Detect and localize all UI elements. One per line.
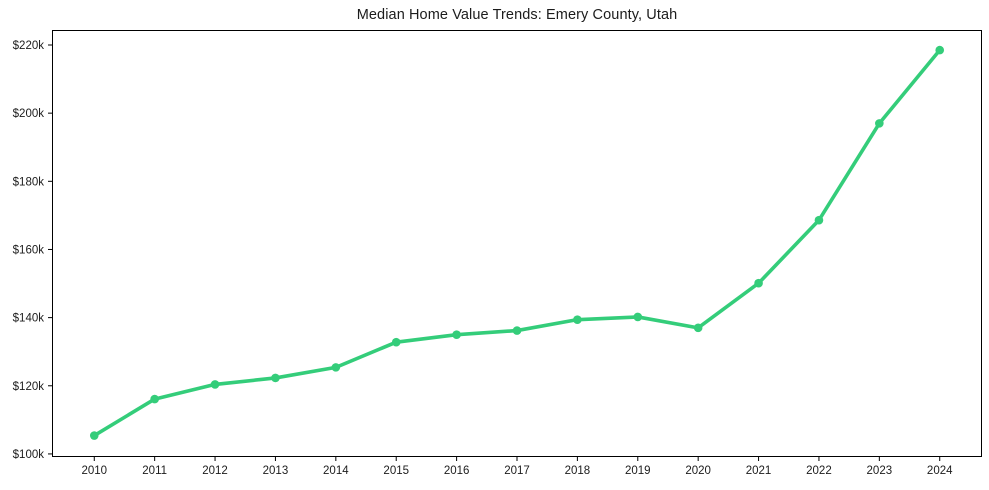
y-tick-label: $160k bbox=[13, 244, 45, 256]
data-point bbox=[512, 326, 522, 335]
data-point bbox=[754, 278, 763, 288]
data-point bbox=[814, 215, 824, 225]
x-tick-label: 2016 bbox=[444, 465, 470, 477]
x-tick-label: 2018 bbox=[565, 465, 591, 477]
data-point bbox=[271, 373, 280, 383]
y-tick-label: $220k bbox=[13, 40, 45, 52]
data-point bbox=[210, 380, 220, 389]
x-tick-label: 2013 bbox=[263, 465, 289, 477]
x-tick-label: 2011 bbox=[142, 465, 167, 477]
data-point bbox=[89, 431, 99, 440]
data-point bbox=[331, 363, 341, 372]
data-point bbox=[935, 45, 945, 55]
x-tick-label: 2019 bbox=[625, 465, 651, 477]
trend-line bbox=[92, 48, 942, 438]
data-point bbox=[150, 394, 159, 404]
x-tick-label: 2014 bbox=[323, 465, 349, 477]
x-tick-label: 2012 bbox=[202, 465, 228, 477]
data-point bbox=[875, 119, 884, 128]
data-point bbox=[391, 337, 401, 347]
data-point bbox=[633, 312, 643, 322]
chart-title: Median Home Value Trends: Emery County, … bbox=[356, 7, 678, 23]
data-point bbox=[573, 315, 582, 324]
x-tick-label: 2022 bbox=[806, 465, 832, 477]
x-tick-label: 2015 bbox=[383, 465, 409, 477]
y-tick-label: $140k bbox=[13, 313, 45, 325]
y-tick-label: $180k bbox=[13, 176, 45, 188]
x-tick-label: 2017 bbox=[504, 465, 530, 477]
plot-frame bbox=[52, 30, 982, 457]
y-tick-label: $200k bbox=[13, 108, 45, 120]
x-tick-label: 2023 bbox=[867, 465, 893, 477]
x-tick-label: 2024 bbox=[927, 465, 953, 477]
y-tick-label: $100k bbox=[13, 449, 45, 461]
x-tick-label: 2021 bbox=[746, 465, 772, 477]
x-tick-label: 2010 bbox=[81, 465, 107, 477]
y-tick-label: $120k bbox=[13, 381, 45, 393]
x-tick-label: 2020 bbox=[685, 465, 711, 477]
data-point bbox=[452, 330, 461, 339]
data-point bbox=[693, 323, 703, 333]
